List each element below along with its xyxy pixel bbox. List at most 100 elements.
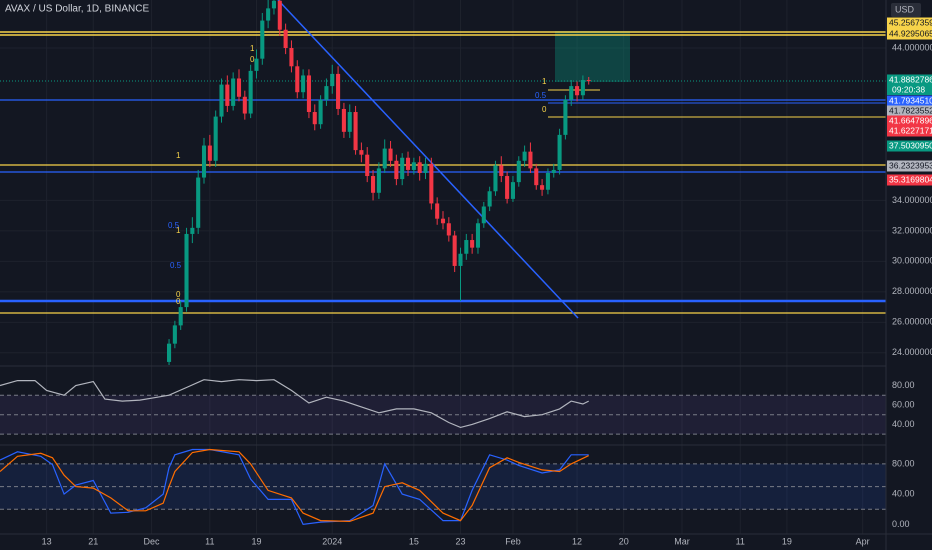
candle-body <box>569 86 574 100</box>
price-label: 41.6227171 <box>889 125 932 135</box>
y-tick-label: 60.00 <box>892 399 915 409</box>
candle-body <box>301 75 306 93</box>
candle-body <box>178 307 183 326</box>
currency-box <box>891 3 921 17</box>
y-tick-label: 0.00 <box>892 519 910 529</box>
price-label: 41.8882786 <box>889 74 932 84</box>
candle-body <box>376 168 381 193</box>
symbol-header: AVAX / US Dollar, 1D, BINANCE <box>5 4 149 15</box>
candle-body <box>586 80 591 82</box>
fib-label: 1 <box>176 151 181 160</box>
candle-body <box>423 163 428 173</box>
candle-body <box>540 185 545 190</box>
candle-body <box>534 168 539 186</box>
price-label-box <box>887 160 932 172</box>
price-label-box <box>887 17 932 29</box>
candle-body <box>207 145 212 161</box>
x-tick-label: 11 <box>736 536 745 546</box>
candle-body <box>481 206 486 224</box>
x-tick-label: 23 <box>455 536 465 546</box>
fib-label: 1 <box>250 44 255 53</box>
candle-body <box>242 96 247 114</box>
fib-label: 0 <box>176 290 181 299</box>
price-label: 36.2323953 <box>889 160 932 170</box>
candle-body <box>510 182 515 199</box>
candle-body <box>388 148 393 161</box>
fib-label: 1 <box>542 77 547 86</box>
candle-body <box>516 160 521 183</box>
candle-body <box>277 0 282 30</box>
candle-body <box>452 235 457 266</box>
y-tick-label: 34.0000000 <box>892 195 932 205</box>
candle-body <box>499 165 504 177</box>
y-tick-label: 44.0000000 <box>892 42 932 52</box>
candle-body <box>347 112 352 132</box>
trend-line <box>277 0 579 319</box>
x-tick-label: Feb <box>505 536 521 546</box>
fib-label: 1 <box>176 226 181 235</box>
candle-body <box>493 165 498 192</box>
candle-body <box>365 154 370 177</box>
y-tick-label: 26.0000000 <box>892 317 932 327</box>
y-tick-label: 40.00 <box>892 489 915 499</box>
candle-body <box>551 169 556 173</box>
candle-body <box>580 80 585 96</box>
candle-body <box>213 116 218 161</box>
candle-body <box>330 73 335 87</box>
candle-body <box>458 253 463 266</box>
x-tick-label: Dec <box>144 536 161 546</box>
candle-body <box>260 20 265 59</box>
price-label: 44.9295065 <box>889 28 932 38</box>
candle-body <box>522 151 527 161</box>
candle-body <box>359 150 364 155</box>
candle-body <box>464 240 469 254</box>
x-tick-label: 15 <box>409 536 419 546</box>
price-label-box <box>887 174 932 186</box>
candle-body <box>172 325 177 344</box>
indicator-line <box>0 379 589 429</box>
fib-label: 0.5 <box>168 221 180 230</box>
fib-label: 0 <box>176 297 181 306</box>
candle-body <box>382 148 387 169</box>
y-tick-label: 28.0000000 <box>892 286 932 296</box>
candle-body <box>528 151 533 169</box>
candle-body <box>312 112 317 125</box>
candle-body <box>306 75 311 113</box>
indicator-panes <box>0 379 886 526</box>
indicator-line <box>0 448 589 523</box>
candle-body <box>371 176 376 193</box>
candle-body <box>248 70 253 114</box>
price-label: 45.2567359 <box>889 17 932 27</box>
candle-body <box>336 73 341 109</box>
x-tick-label: 21 <box>88 536 98 546</box>
candle-body <box>231 78 236 106</box>
candle-body <box>225 84 230 106</box>
x-tick-label: 11 <box>205 536 214 546</box>
candle-body <box>289 48 294 67</box>
price-label: 41.7934510 <box>889 95 932 105</box>
candle-body <box>487 191 492 207</box>
candle-body <box>394 160 399 180</box>
fib-label: 0.5 <box>170 261 182 270</box>
candle-body <box>475 223 481 248</box>
countdown-box <box>887 85 932 95</box>
candle-body <box>236 78 242 97</box>
candle-body <box>411 162 416 170</box>
fib-label: 0.5 <box>535 91 547 100</box>
candle-body <box>324 86 329 100</box>
y-tick-label: 80.00 <box>892 458 915 468</box>
y-tick-label: 30.0000000 <box>892 256 932 266</box>
price-label-box <box>887 140 932 152</box>
candle-body <box>417 162 422 173</box>
candle-body <box>563 99 568 135</box>
candle-body <box>219 84 224 117</box>
candle-body <box>271 0 277 9</box>
fib-label: 0 <box>542 105 547 114</box>
candle-body <box>435 203 440 219</box>
y-tick-label: 40.00 <box>892 419 915 429</box>
price-label-box <box>887 74 932 86</box>
candle-body <box>557 134 562 170</box>
candle-body <box>283 29 288 49</box>
